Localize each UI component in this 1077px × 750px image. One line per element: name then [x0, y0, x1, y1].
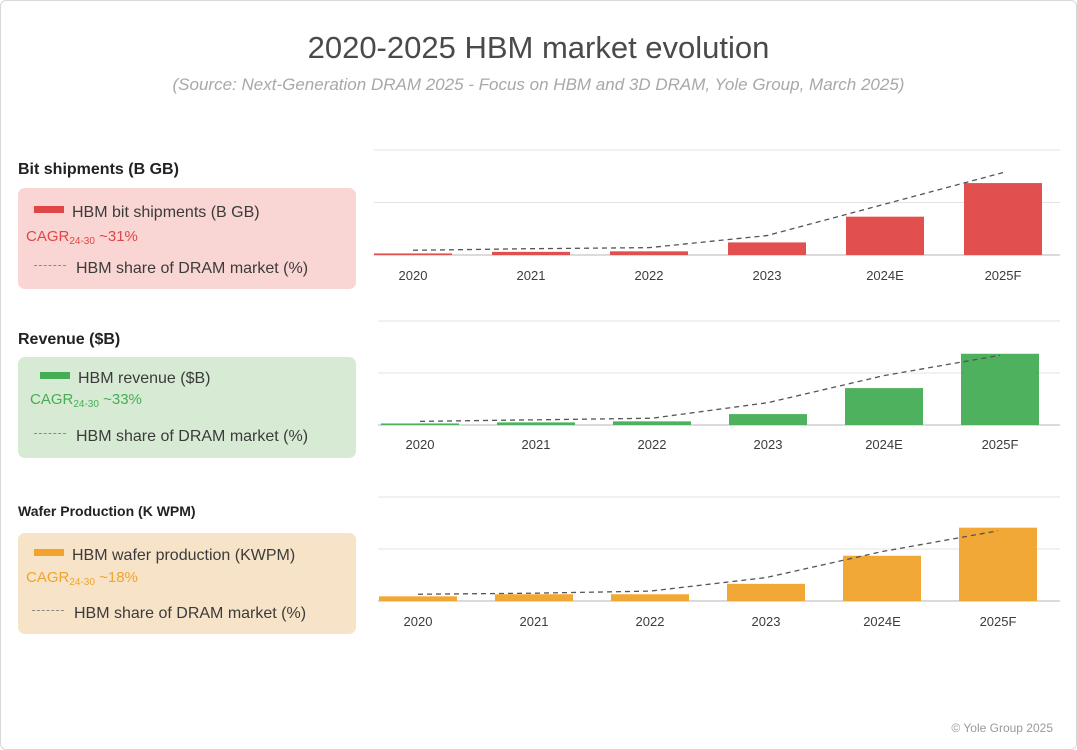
cagr-prefix: CAGR — [26, 228, 70, 245]
x-tick-label: 2020 — [406, 437, 435, 452]
source-note: (Source: Next-Generation DRAM 2025 - Foc… — [172, 75, 905, 94]
bar-2023 — [729, 414, 807, 425]
x-tick-label: 2022 — [638, 437, 667, 452]
share-trend-line — [419, 354, 1001, 423]
dashed-line-icon — [34, 433, 66, 435]
bar-2020 — [374, 253, 452, 255]
section-title-revenue: Revenue ($B) — [18, 331, 121, 348]
bar-2025f — [959, 527, 1037, 601]
x-tick-label: 2025F — [982, 437, 1019, 452]
x-tick-label: 2022 — [636, 614, 665, 629]
cagr-value: ~33% — [98, 391, 142, 408]
cagr-prefix: CAGR — [30, 391, 74, 408]
cagr-subscript: 24-30 — [69, 577, 95, 588]
bar-2021 — [495, 594, 573, 601]
bar-2022 — [611, 594, 689, 601]
bar-2022 — [610, 251, 688, 255]
dashed-line-icon — [34, 265, 66, 267]
x-tick-label: 2021 — [517, 268, 546, 283]
bar-2021 — [492, 251, 570, 255]
bar-2025f — [961, 353, 1039, 425]
x-tick-label: 2020 — [404, 614, 433, 629]
x-tick-label: 2023 — [754, 437, 783, 452]
x-tick-label: 2021 — [522, 437, 551, 452]
legend-label: HBM share of DRAM market (%) — [76, 260, 309, 277]
legend-item-revenue: HBM revenue ($B) — [40, 370, 211, 388]
page-title: 2020-2025 HBM market evolution — [307, 30, 770, 65]
cagr-label-bit-shipments: CAGR24-30 ~31% — [26, 228, 138, 247]
legend-item-share-wafer: HBM share of DRAM market (%) — [32, 605, 306, 623]
bar-2020 — [381, 423, 459, 425]
legend-item-bit-shipments: HBM bit shipments (B GB) — [34, 204, 260, 222]
bar-2020 — [379, 596, 457, 601]
bar-swatch-icon — [40, 372, 70, 380]
x-tick-label: 2021 — [520, 614, 549, 629]
x-tick-label: 2022 — [635, 268, 664, 283]
cagr-label-revenue: CAGR24-30 ~33% — [30, 391, 142, 410]
legend-item-share-revenue: HBM share of DRAM market (%) — [34, 428, 308, 446]
section-title-bit-shipments: Bit shipments (B GB) — [18, 161, 179, 178]
legend-box-revenue: HBM revenue ($B) CAGR24-30 ~33% HBM shar… — [18, 357, 356, 458]
cagr-label-wafer-production: CAGR24-30 ~18% — [26, 569, 138, 588]
legend-item-wafer-production: HBM wafer production (KWPM) — [34, 547, 295, 565]
x-tick-label: 2020 — [399, 268, 428, 283]
x-tick-label: 2024E — [863, 614, 901, 629]
legend-label: HBM share of DRAM market (%) — [76, 428, 309, 445]
section-title-wafer-production: Wafer Production (K WPM) — [18, 503, 196, 519]
dashed-line-icon — [32, 610, 64, 612]
legend-label: HBM wafer production (KWPM) — [72, 547, 296, 564]
x-tick-label: 2023 — [752, 614, 781, 629]
bar-2024e — [843, 555, 921, 601]
bar-swatch-icon — [34, 206, 64, 214]
legend-box-wafer-production: HBM wafer production (KWPM) CAGR24-30 ~1… — [18, 533, 356, 634]
cagr-subscript: 24-30 — [73, 399, 99, 410]
x-tick-label: 2024E — [865, 437, 903, 452]
x-tick-label: 2023 — [753, 268, 782, 283]
cagr-value: ~31% — [94, 228, 138, 245]
x-tick-label: 2025F — [985, 268, 1022, 283]
bar-2023 — [728, 242, 806, 255]
bar-2022 — [613, 421, 691, 425]
legend-item-share-bit: HBM share of DRAM market (%) — [34, 260, 308, 278]
copyright-note: © Yole Group 2025 — [951, 721, 1053, 735]
share-trend-line — [417, 530, 999, 595]
bar-swatch-icon — [34, 549, 64, 557]
legend-label: HBM bit shipments (B GB) — [72, 204, 260, 221]
cagr-prefix: CAGR — [26, 569, 70, 586]
x-tick-label: 2024E — [866, 268, 904, 283]
cagr-subscript: 24-30 — [69, 236, 95, 247]
legend-box-bit-shipments: HBM bit shipments (B GB) CAGR24-30 ~31% … — [18, 188, 356, 289]
bar-2021 — [497, 422, 575, 425]
bar-2024e — [846, 216, 924, 255]
share-trend-line — [412, 171, 1004, 251]
legend-label: HBM revenue ($B) — [78, 370, 211, 387]
bar-2024e — [845, 388, 923, 425]
bar-2023 — [727, 583, 805, 601]
cagr-value: ~18% — [94, 569, 138, 586]
x-tick-label: 2025F — [980, 614, 1017, 629]
bar-2025f — [964, 183, 1042, 255]
legend-label: HBM share of DRAM market (%) — [74, 605, 307, 622]
